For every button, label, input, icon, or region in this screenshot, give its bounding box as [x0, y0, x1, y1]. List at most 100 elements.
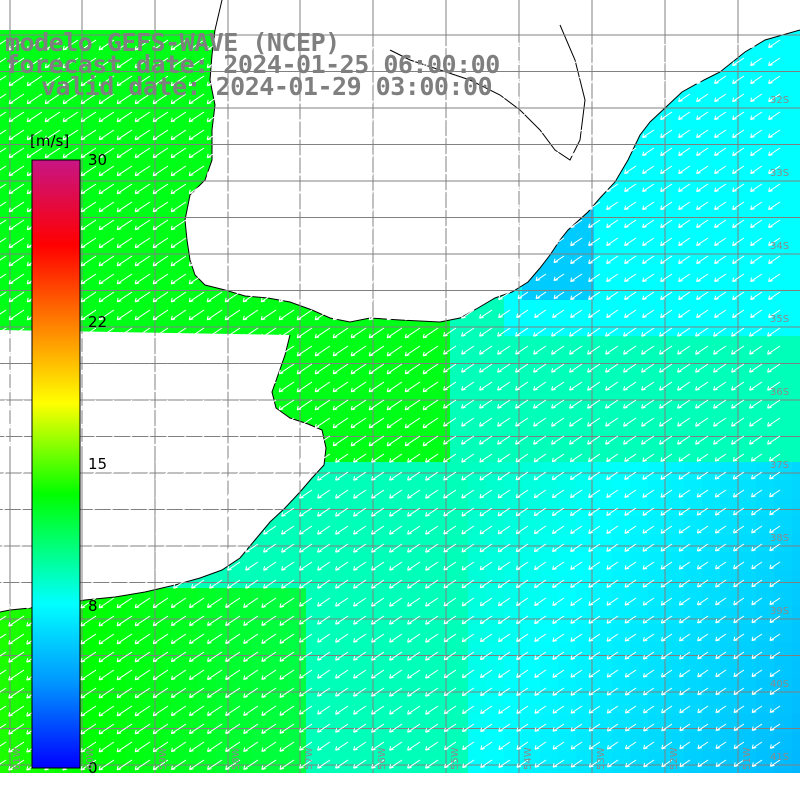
wind-arrow — [98, 237, 115, 249]
wind-arrow — [224, 417, 241, 429]
wind-arrow — [242, 129, 259, 141]
wind-arrow — [350, 147, 367, 159]
wind-arrow — [714, 525, 727, 534]
wind-arrow — [535, 57, 547, 66]
wind-arrow — [278, 345, 295, 357]
wind-arrow — [497, 507, 511, 517]
wind-arrow — [299, 597, 313, 607]
wind-arrow — [152, 111, 169, 123]
wind-speed-cell — [0, 120, 19, 139]
wind-arrow — [624, 597, 637, 606]
wind-arrow — [278, 111, 295, 123]
wind-arrow — [80, 633, 97, 645]
wind-arrow — [443, 255, 457, 265]
wind-arrow — [0, 759, 7, 765]
wind-arrow — [371, 507, 385, 517]
wind-speed-cell — [594, 336, 613, 355]
wind-arrow — [317, 453, 331, 463]
wind-arrow — [570, 543, 583, 553]
wind-arrow — [116, 615, 133, 627]
wind-speed-cell — [162, 156, 181, 175]
wind-speed-cell — [252, 606, 271, 625]
wind-arrow — [371, 705, 385, 715]
wind-arrow — [714, 255, 727, 265]
wind-arrow — [697, 741, 709, 750]
wind-arrow — [750, 57, 763, 67]
wind-arrow — [569, 471, 583, 481]
wind-arrow — [642, 633, 655, 642]
wind-speed-cell — [774, 138, 793, 157]
wind-arrow — [569, 381, 583, 391]
wind-arrow — [642, 309, 655, 319]
wind-speed-cell — [216, 588, 235, 607]
wind-speed-cell — [342, 336, 361, 355]
wind-arrow — [371, 543, 385, 553]
wind-arrow — [769, 471, 781, 480]
legend-tick-label: 30 — [88, 151, 108, 169]
wind-arrow — [0, 75, 7, 81]
wind-arrow — [624, 291, 637, 301]
wind-arrow — [479, 327, 493, 337]
wind-arrow — [188, 435, 205, 447]
wind-speed-cell — [270, 714, 289, 733]
wind-arrow — [386, 57, 403, 69]
wind-speed-cell — [108, 660, 127, 679]
wind-speed-cell — [162, 192, 181, 211]
wind-speed-cell — [270, 606, 289, 625]
wind-arrow — [119, 525, 133, 535]
wind-speed-cell — [792, 660, 800, 679]
wind-arrow — [371, 687, 385, 697]
wind-speed-cell — [792, 552, 800, 571]
wind-arrow — [191, 543, 205, 553]
wind-speed-cell — [630, 408, 649, 427]
wind-arrow — [281, 579, 295, 589]
wind-arrow — [750, 219, 763, 229]
wind-arrow — [245, 579, 259, 589]
wind-arrow — [335, 759, 349, 769]
wind-arrow — [768, 111, 781, 121]
wind-speed-cell — [162, 624, 181, 643]
wind-arrow — [260, 435, 277, 447]
wind-arrow — [660, 453, 673, 462]
wind-speed-cell — [288, 336, 307, 355]
wind-arrow — [116, 381, 133, 393]
wind-arrow — [407, 741, 421, 751]
wind-speed-cell — [414, 732, 433, 751]
wind-arrow — [588, 165, 601, 175]
wind-arrow — [332, 183, 349, 195]
wind-arrow — [732, 471, 745, 480]
wind-speed-cell — [396, 408, 415, 427]
wind-arrow — [769, 507, 781, 516]
wind-arrow — [533, 525, 547, 535]
wind-arrow — [261, 615, 277, 626]
wind-speed-cell — [180, 714, 199, 733]
wind-arrow — [498, 255, 511, 265]
wind-arrow — [173, 579, 187, 589]
wind-arrow — [461, 219, 475, 229]
wind-arrow — [479, 471, 493, 481]
wind-arrow — [134, 327, 151, 339]
wind-arrow — [588, 741, 601, 750]
wind-arrow — [0, 417, 7, 423]
wind-arrow — [517, 39, 529, 48]
wind-arrow — [587, 381, 601, 391]
wind-arrow — [98, 759, 115, 771]
wind-arrow — [553, 183, 565, 192]
wind-speed-cell — [198, 300, 217, 319]
wind-arrow — [498, 237, 511, 247]
wind-arrow — [425, 705, 439, 715]
wind-arrow — [278, 237, 295, 249]
wind-arrow — [134, 183, 151, 195]
wind-arrow — [749, 381, 763, 391]
wind-arrow — [714, 489, 727, 498]
wind-arrow — [188, 399, 205, 411]
wind-arrow — [425, 597, 439, 607]
wind-arrow — [224, 237, 241, 249]
wind-speed-cell — [468, 426, 487, 445]
wind-speed-cell — [270, 570, 289, 589]
wind-arrow — [769, 687, 781, 695]
wind-arrow — [8, 597, 25, 609]
wind-arrow — [80, 309, 97, 321]
wind-arrow — [769, 453, 781, 462]
wind-arrow — [80, 363, 97, 375]
